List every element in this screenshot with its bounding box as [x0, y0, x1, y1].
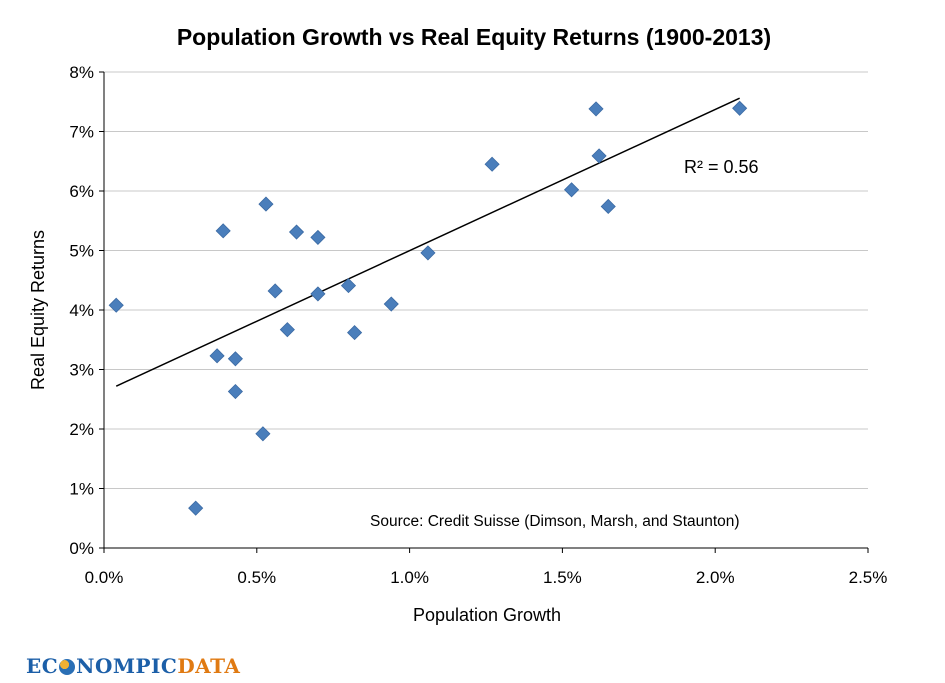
x-tick-label: 0.5%	[237, 568, 276, 587]
x-tick-label: 2.5%	[849, 568, 888, 587]
data-point	[347, 325, 363, 341]
data-point	[288, 224, 305, 240]
y-axis-label: Real Equity Returns	[28, 230, 48, 390]
data-point	[310, 286, 326, 302]
data-point	[383, 296, 399, 312]
x-tick-label: 0.0%	[85, 568, 124, 587]
y-tick-labels: 0% 1% 2% 3% 4% 5% 6% 7% 8%	[69, 63, 94, 558]
data-point	[209, 348, 225, 364]
logo-middle: NOMPIC	[76, 654, 178, 678]
x-tick-label: 1.5%	[543, 568, 582, 587]
y-tick-label: 8%	[69, 63, 94, 82]
data-point	[255, 426, 271, 442]
econompicdata-logo: EC NOMPIC DATA	[26, 652, 240, 680]
data-point	[227, 383, 243, 400]
chart-title: Population Growth vs Real Equity Returns…	[177, 24, 771, 50]
data-points	[108, 100, 748, 516]
data-point	[340, 278, 357, 294]
x-tick-label: 2.0%	[696, 568, 735, 587]
y-tick-label: 7%	[69, 123, 94, 142]
data-point	[227, 351, 243, 367]
data-point	[188, 500, 204, 516]
x-axis-label: Population Growth	[413, 605, 561, 625]
data-point	[108, 297, 124, 313]
axes	[99, 71, 869, 553]
y-tick-label: 0%	[69, 539, 94, 558]
globe-icon	[59, 659, 76, 675]
data-point	[564, 182, 580, 198]
data-point	[484, 156, 500, 172]
logo-prefix: EC	[26, 654, 59, 678]
data-point	[267, 283, 283, 299]
y-tick-label: 3%	[69, 361, 94, 380]
y-tick-label: 6%	[69, 182, 94, 201]
data-point	[215, 223, 231, 239]
data-point	[600, 198, 616, 215]
x-tick-label: 1.0%	[390, 568, 429, 587]
data-point	[591, 148, 607, 164]
data-point	[310, 229, 326, 245]
data-point	[420, 245, 436, 261]
data-point	[279, 322, 295, 338]
data-point	[258, 196, 274, 212]
x-tick-labels: 0.0% 0.5% 1.0% 1.5% 2.0% 2.5%	[85, 568, 888, 587]
data-point	[588, 101, 604, 117]
source-note: Source: Credit Suisse (Dimson, Marsh, an…	[370, 513, 740, 530]
r-squared-label: R² = 0.56	[684, 157, 759, 177]
logo-suffix: DATA	[177, 654, 241, 678]
y-tick-label: 1%	[69, 480, 94, 499]
y-tick-label: 4%	[69, 301, 94, 320]
data-point	[732, 100, 748, 116]
y-tick-label: 2%	[69, 420, 94, 439]
trendline	[115, 97, 740, 387]
y-tick-label: 5%	[69, 242, 94, 261]
gridlines	[104, 71, 868, 489]
